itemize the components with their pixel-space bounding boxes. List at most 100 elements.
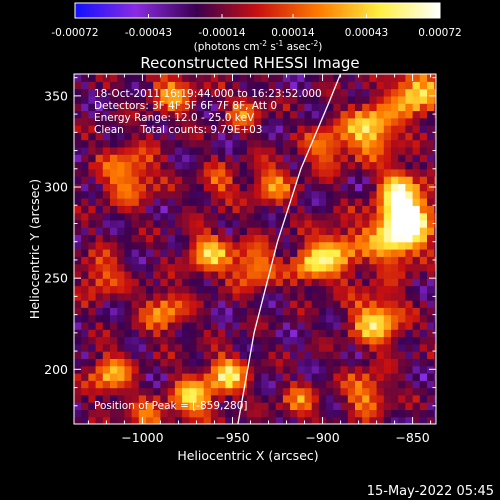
heatmap-cell: [268, 103, 277, 112]
heatmap-cell: [412, 146, 421, 155]
heatmap-cell: [182, 394, 190, 403]
heatmap-cell: [369, 329, 378, 338]
heatmap-cell: [160, 212, 169, 221]
heatmap-cell: [167, 183, 176, 192]
heatmap-cell: [362, 81, 370, 90]
heatmap-cell: [398, 81, 406, 90]
heatmap-cell: [311, 329, 320, 338]
heatmap-cell: [297, 358, 306, 367]
heatmap-cell: [131, 212, 140, 221]
heatmap-cell: [318, 212, 327, 221]
heatmap-cell: [419, 358, 428, 367]
heatmap-cell: [189, 132, 198, 141]
heatmap-cell: [304, 278, 313, 287]
heatmap-cell: [333, 198, 342, 206]
heatmap-cell: [225, 292, 234, 301]
heatmap-cell: [196, 95, 205, 104]
heatmap-cell: [74, 74, 82, 82]
heatmap-cell: [239, 110, 248, 119]
info-line-clean: Clean Total counts: 9.79E+03: [94, 124, 263, 136]
heatmap-cell: [318, 168, 327, 177]
heatmap-cell: [124, 117, 133, 126]
heatmap-cell: [427, 387, 435, 396]
heatmap-cell: [297, 103, 306, 112]
heatmap-cell: [174, 365, 183, 374]
heatmap-cell: [297, 95, 306, 104]
heatmap-cell: [239, 183, 248, 192]
heatmap-cell: [282, 74, 291, 82]
heatmap-cell: [246, 278, 255, 287]
heatmap-cell: [297, 161, 306, 170]
heatmap-cell: [153, 409, 161, 418]
heatmap-cell: [182, 110, 190, 119]
heatmap-cell: [304, 292, 313, 301]
heatmap-cell: [189, 256, 198, 265]
heatmap-cell: [340, 270, 349, 279]
heatmap-cell: [81, 95, 89, 104]
heatmap-cell: [174, 125, 183, 133]
heatmap-cell: [232, 95, 241, 104]
heatmap-cell: [427, 110, 435, 119]
heatmap-cell: [275, 402, 284, 410]
heatmap-cell: [398, 300, 406, 308]
heatmap-cell: [383, 176, 392, 184]
heatmap-cell: [167, 329, 176, 338]
heatmap-cell: [383, 314, 392, 323]
heatmap-cell: [102, 373, 111, 381]
heatmap-cell: [326, 176, 334, 184]
heatmap-cell: [290, 365, 298, 374]
heatmap-cell: [398, 358, 406, 367]
heatmap-cell: [88, 249, 97, 257]
heatmap-cell: [81, 300, 89, 308]
heatmap-cell: [412, 321, 421, 330]
heatmap-cell: [146, 117, 154, 126]
heatmap-cell: [189, 241, 198, 250]
heatmap-cell: [254, 117, 262, 126]
heatmap-cell: [347, 278, 356, 287]
heatmap-cell: [398, 117, 406, 126]
plot-frame: [73, 73, 437, 425]
heatmap-cell: [419, 161, 428, 170]
heatmap-cell: [225, 307, 234, 316]
heatmap-cell: [203, 249, 212, 257]
heatmap-cell: [347, 117, 356, 126]
heatmap-cell: [254, 219, 262, 228]
heatmap-cell: [318, 387, 327, 396]
colorbar-tick-label: -0.00072: [51, 27, 98, 39]
heatmap-cell: [182, 219, 190, 228]
heatmap-cell: [153, 336, 161, 345]
heatmap-cell: [210, 416, 219, 424]
heatmap-cell: [95, 205, 104, 214]
heatmap-cell: [254, 380, 262, 389]
heatmap-cell: [434, 117, 436, 126]
heatmap-cell: [275, 212, 284, 221]
heatmap-cell: [398, 205, 406, 214]
x-axis-ticks: −1000 −950 −900 −850: [87, 74, 432, 445]
heatmap-cell: [282, 270, 291, 279]
heatmap-cell: [268, 117, 277, 126]
heatmap-cell: [210, 241, 219, 250]
heatmap-cell: [275, 88, 284, 97]
heatmap-cell: [347, 234, 356, 243]
colorbar-gradient: [74, 2, 441, 19]
heatmap-cell: [254, 351, 262, 359]
heatmap-cell: [333, 154, 342, 163]
heatmap-cell: [405, 358, 414, 367]
heatmap-cell: [88, 409, 97, 418]
heatmap-cell: [405, 168, 414, 177]
heatmap-cell: [369, 132, 378, 141]
heatmap-cell: [355, 409, 363, 418]
heatmap-cell: [268, 394, 277, 403]
heatmap-cell: [347, 139, 356, 148]
heatmap-cell: [153, 387, 161, 396]
heatmap-cell: [290, 358, 298, 367]
heatmap-cell: [167, 380, 176, 389]
heatmap-cell: [297, 146, 306, 155]
heatmap-cell: [304, 241, 313, 250]
heatmap-cell: [340, 402, 349, 410]
heatmap-cell: [182, 95, 190, 104]
heatmap-cell: [182, 88, 190, 97]
heatmap-cell: [81, 278, 89, 287]
heatmap-cell: [88, 292, 97, 301]
heatmap-cell: [419, 176, 428, 184]
